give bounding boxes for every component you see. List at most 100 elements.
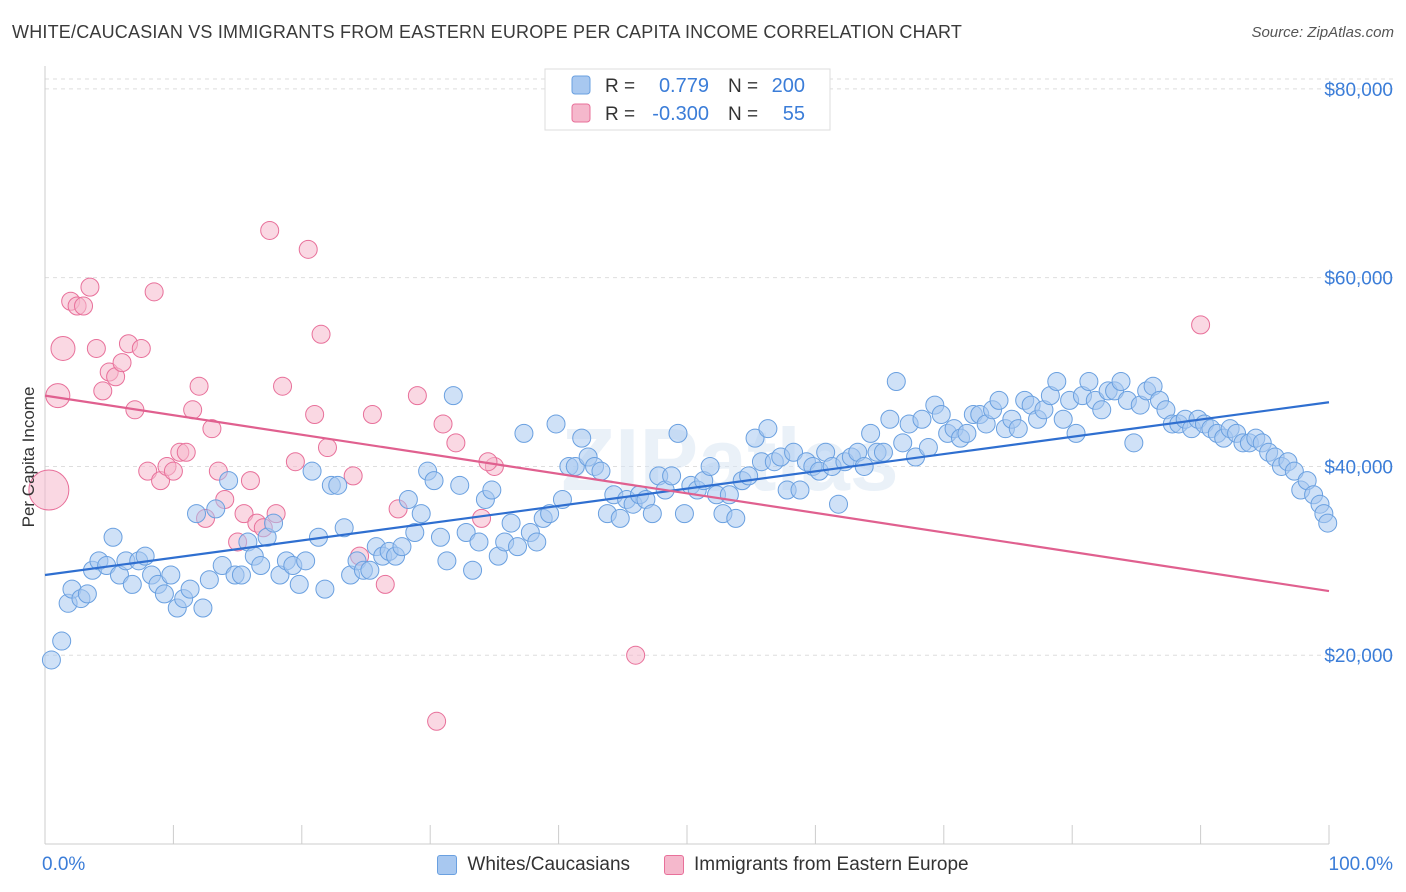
legend-r-label: R = [605,76,635,97]
point-whites-45 [334,518,354,538]
x-tick-label-1: 100.0% [1329,854,1394,875]
point-immigrants-30 [240,471,260,491]
point-immigrants-29 [234,504,254,524]
point-whites-22 [187,504,207,524]
point-immigrants-14 [131,338,151,358]
legend-item-immigrants[interactable]: Immigrants from Eastern Europe [664,851,969,879]
bottom-legend: Whites/Caucasians Immigrants from Easter… [0,851,1406,879]
point-immigrants-7 [86,338,106,358]
series-whites-points [41,371,1338,670]
point-immigrants-0 [28,469,70,511]
trend-line-immigrants [44,394,1330,593]
point-immigrants-5 [74,296,94,316]
point-whites-88 [610,508,630,528]
point-whites-59 [424,471,444,491]
point-immigrants-2 [50,335,76,361]
y-axis-label: Per Capita Income [19,387,38,528]
point-whites-135 [912,409,932,429]
point-whites-12 [122,574,142,594]
axes [44,66,1330,845]
legend-n-value-blue: 200 [772,75,805,97]
point-whites-0 [41,650,61,670]
point-whites-65 [463,560,483,580]
point-whites-138 [931,405,951,425]
legend-swatch-immigrants [664,855,685,875]
point-whites-34 [264,513,284,533]
point-whites-111 [758,419,778,439]
point-immigrants-8 [93,381,113,401]
point-whites-115 [784,442,804,462]
point-immigrants-43 [362,405,382,425]
point-whites-72 [508,537,528,557]
point-whites-42 [315,579,335,599]
point-whites-78 [546,414,566,434]
point-immigrants-35 [273,376,293,396]
point-whites-98 [674,504,694,524]
point-immigrants-49 [446,433,466,453]
legend-n-value-pink: 55 [783,103,805,125]
point-whites-9 [103,527,123,547]
point-whites-130 [880,409,900,429]
point-immigrants-25 [202,419,222,439]
point-whites-5 [77,584,97,604]
point-whites-66 [469,532,489,552]
legend-r-value-blue: 0.779 [659,75,709,97]
point-whites-131 [886,371,906,391]
chart-title: WHITE/CAUCASIAN VS IMMIGRANTS FROM EASTE… [12,22,963,42]
point-whites-102 [700,456,720,476]
point-whites-163 [1092,400,1112,420]
point-whites-193 [1284,461,1304,481]
point-whites-132 [893,433,913,453]
y-tick-label-1: $40,000 [1324,457,1393,478]
point-whites-142 [957,423,977,443]
point-whites-25 [206,499,226,519]
point-whites-64 [456,523,476,543]
point-immigrants-16 [144,282,164,302]
source-label: Source: ZipAtlas.com [1251,24,1394,41]
point-whites-40 [302,461,322,481]
trend-line-whites [44,401,1330,577]
point-whites-97 [668,423,688,443]
legend-item-whites[interactable]: Whites/Caucasians [437,851,630,879]
point-immigrants-36 [285,452,305,472]
point-whites-161 [1079,371,1099,391]
y-tick-label-0: $20,000 [1324,646,1393,667]
x-tick-label-0: 0.0% [42,854,85,875]
point-whites-150 [1008,419,1028,439]
point-whites-56 [405,523,425,543]
point-whites-32 [251,556,271,576]
point-immigrants-6 [80,277,100,297]
point-whites-82 [572,428,592,448]
point-whites-62 [443,386,463,406]
point-immigrants-44 [375,574,395,594]
point-whites-85 [591,461,611,481]
point-whites-38 [289,574,309,594]
point-whites-29 [231,565,251,585]
point-immigrants-21 [176,442,196,462]
stats-legend: R = 0.779 N = 200 R = -0.300 N = 55 [544,68,831,131]
point-whites-127 [861,423,881,443]
point-whites-75 [527,532,547,552]
point-immigrants-38 [305,405,325,425]
y-tick-label-3: $80,000 [1324,80,1393,101]
point-whites-129 [873,442,893,462]
point-whites-57 [411,504,431,524]
point-whites-93 [642,504,662,524]
point-whites-166 [1111,371,1131,391]
point-whites-159 [1066,423,1086,443]
point-whites-24 [199,570,219,590]
point-whites-63 [450,475,470,495]
point-immigrants-15 [138,461,158,481]
point-whites-27 [219,471,239,491]
point-immigrants-11 [112,353,132,373]
legend-label-whites: Whites/Caucasians [467,854,631,875]
point-immigrants-39 [311,324,331,344]
point-whites-23 [193,598,213,618]
legend-n-label: N = [728,76,758,97]
legend-label-immigrants: Immigrants from Eastern Europe [694,854,969,875]
point-immigrants-19 [163,461,183,481]
point-whites-49 [360,560,380,580]
point-whites-157 [1053,409,1073,429]
point-whites-61 [437,551,457,571]
